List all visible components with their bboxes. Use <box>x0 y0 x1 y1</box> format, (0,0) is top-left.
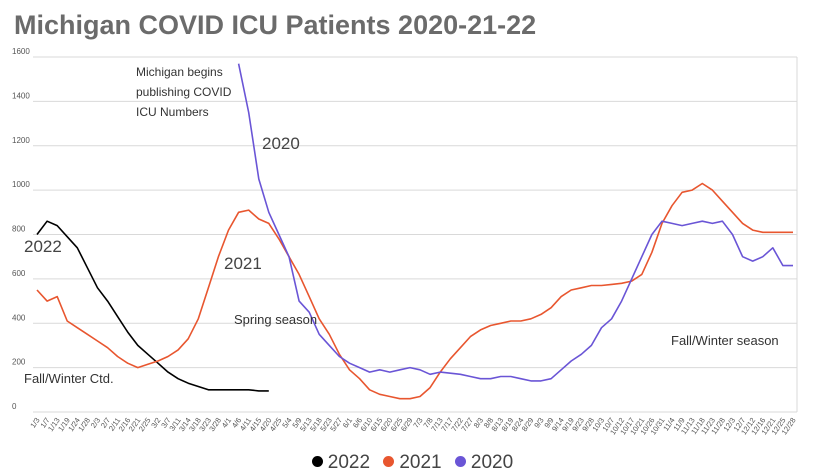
y-tick-label: 600 <box>12 269 26 278</box>
annotation-2022-label: 2022 <box>24 237 62 256</box>
legend-item-2021: 2021 <box>383 452 442 474</box>
series-line-2020 <box>237 63 793 382</box>
grid-layer <box>33 56 798 413</box>
series-line-2021 <box>36 182 793 400</box>
legend-item-2022: 2022 <box>311 452 371 474</box>
y-tick-label: 1000 <box>12 180 30 189</box>
y-tick-label: 1400 <box>12 91 30 100</box>
y-tick-label: 1200 <box>12 136 30 145</box>
annotation-michigan-begins-line-3: ICU Numbers <box>136 105 209 119</box>
legend-label-2022: 2022 <box>327 452 371 473</box>
legend-marker-2022 <box>311 456 323 467</box>
legend-marker-2020 <box>454 456 466 467</box>
annotation-layer: Michigan begins publishing COVID ICU Num… <box>24 65 779 386</box>
annotation-fall-winter-ctd: Fall/Winter Ctd. <box>24 371 114 386</box>
legend-marker-2021 <box>383 456 395 467</box>
series-line-2022 <box>36 220 269 392</box>
y-tick-label: 400 <box>12 313 26 322</box>
legend-label-2021: 2021 <box>399 452 442 473</box>
chart-title: Michigan COVID ICU Patients 2020-21-22 <box>14 10 537 40</box>
series-layer <box>36 63 793 400</box>
y-tick-label: 800 <box>12 225 26 234</box>
legend-label-2020: 2020 <box>470 452 514 473</box>
annotation-spring-season: Spring season <box>234 312 317 327</box>
y-tick-label: 0 <box>12 402 17 411</box>
annotation-2020-label: 2020 <box>262 134 300 153</box>
annotation-michigan-begins-line-2: publishing COVID <box>136 85 232 99</box>
legend: 2022 2021 2020 <box>0 452 825 474</box>
annotation-michigan-begins-line-1: Michigan begins <box>136 65 223 79</box>
annotation-2021-label: 2021 <box>224 254 262 273</box>
y-tick-label: 200 <box>12 358 26 367</box>
y-tick-label: 1600 <box>12 47 30 56</box>
legend-item-2020: 2020 <box>454 452 514 474</box>
annotation-fall-winter-season: Fall/Winter season <box>671 333 779 348</box>
x-axis-ticks: 1/31/71/131/191/241/282/32/72/112/162/21… <box>28 416 797 437</box>
y-axis-ticks: 0 200 400 600 800 1000 1200 1400 1600 <box>12 47 30 411</box>
